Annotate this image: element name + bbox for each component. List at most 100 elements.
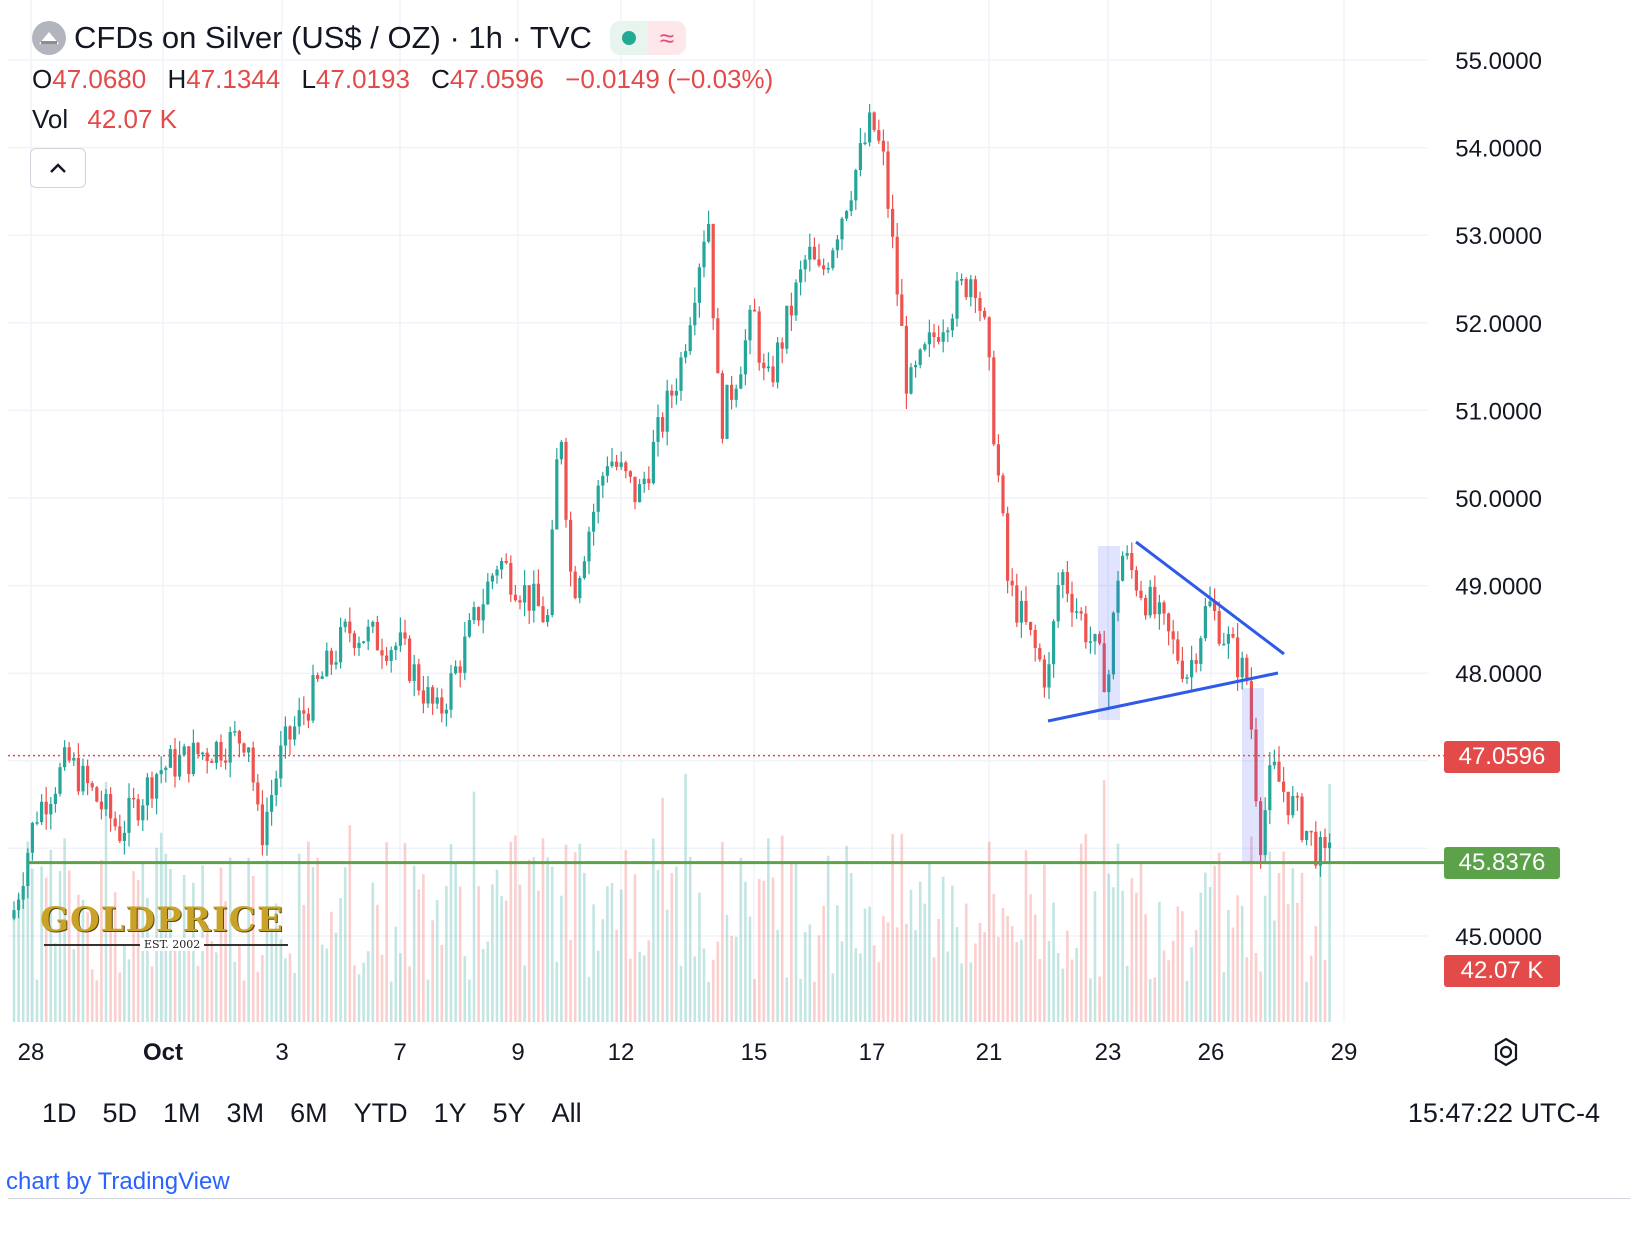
volume-bar: [187, 946, 191, 1022]
volume-bar: [330, 911, 333, 1022]
time-axis-label: 23: [1095, 1039, 1122, 1066]
range-button-1d[interactable]: 1D: [42, 1098, 77, 1128]
volume-bar: [1176, 906, 1180, 1022]
candle-body: [753, 309, 757, 312]
settings-gear-icon[interactable]: [1490, 1036, 1522, 1068]
trendline-upper[interactable]: [1135, 540, 1285, 656]
candle-body: [697, 267, 701, 303]
candle-body: [642, 478, 646, 485]
candle-body: [794, 282, 798, 316]
range-button-5d[interactable]: 5D: [102, 1098, 138, 1128]
volume-bar: [794, 860, 798, 1022]
range-button-1y[interactable]: 1Y: [433, 1098, 467, 1128]
volume-bar: [1263, 895, 1267, 1022]
candle-body: [941, 332, 945, 342]
volume-bar: [638, 951, 641, 1022]
volume-bar: [610, 882, 614, 1022]
volume-bar: [964, 903, 968, 1022]
candle-body: [389, 650, 393, 661]
volume-bar: [1029, 894, 1032, 1022]
market-status-pill[interactable]: ≈: [609, 21, 686, 55]
volume-bar: [882, 916, 885, 1022]
volume-bar: [366, 951, 370, 1022]
candle-body: [490, 575, 494, 582]
range-button-all[interactable]: All: [551, 1098, 582, 1128]
candle-body: [891, 208, 895, 237]
candle-body: [969, 279, 973, 298]
time-axis-label: Oct: [143, 1039, 183, 1066]
candle-body: [799, 269, 803, 283]
volume-bar: [63, 838, 66, 1022]
price-axis-label: 51.0000: [1455, 398, 1542, 425]
range-button-6m[interactable]: 6M: [290, 1098, 328, 1128]
candle-body: [1208, 601, 1212, 607]
candle-body: [1328, 842, 1332, 849]
candle-body: [288, 726, 292, 740]
range-button-3m[interactable]: 3M: [226, 1098, 265, 1128]
volume-bar: [1139, 862, 1143, 1022]
candle-body: [785, 305, 789, 349]
volume-bar: [652, 838, 655, 1022]
tradingview-attribution-link[interactable]: e chart by TradingView: [0, 1168, 230, 1195]
volume-bar: [665, 909, 669, 1022]
range-button-ytd[interactable]: YTD: [353, 1098, 408, 1128]
candle-body: [674, 390, 678, 396]
price-axis-label: 45.0000: [1455, 924, 1542, 951]
candle-body: [251, 747, 255, 783]
volume-bar: [297, 853, 301, 1022]
chevron-up-icon: [50, 163, 66, 173]
candle-body: [615, 461, 619, 467]
volume-bar: [325, 948, 329, 1022]
volume-bar: [54, 942, 57, 1022]
candle-body: [201, 752, 205, 755]
candle-body: [237, 731, 241, 744]
volume-bar: [785, 977, 789, 1022]
volume-bar: [100, 859, 103, 1022]
highlight-box: [1098, 546, 1120, 720]
range-button-1m[interactable]: 1M: [163, 1098, 201, 1128]
volume-bar: [780, 835, 784, 1022]
candle-body: [403, 632, 407, 639]
volume-bar: [205, 924, 209, 1022]
volume-legend: Vol 42.07 K: [32, 104, 191, 135]
volume-bar: [1282, 851, 1285, 1022]
candle-body: [743, 340, 747, 375]
volume-bar: [606, 886, 609, 1022]
price-axis-label: 52.0000: [1455, 311, 1542, 338]
volume-bar: [247, 857, 250, 1022]
trendline-lower[interactable]: [1047, 671, 1279, 723]
volume-bar: [1277, 873, 1281, 1022]
candle-body: [362, 641, 366, 643]
volume-bar: [127, 959, 131, 1022]
low-label: L: [301, 64, 316, 94]
chart-title-row: CFDs on Silver (US$ / OZ) · 1h · TVC ≈: [32, 18, 686, 58]
price-chart[interactable]: 55.0000 54.0000 53.0000 52.0000 51.0000 50.00…: [8, 0, 1630, 1198]
candle-body: [132, 797, 136, 800]
range-button-5y[interactable]: 5Y: [492, 1098, 526, 1128]
candle-body: [1084, 613, 1088, 643]
volume-bar: [1144, 914, 1147, 1022]
candle-body: [955, 280, 959, 319]
candle-body: [1309, 830, 1313, 833]
candle-body: [932, 332, 936, 338]
candle-body: [720, 373, 724, 439]
candle-body: [868, 112, 872, 143]
candle-body: [247, 747, 251, 753]
volume-bar: [872, 945, 876, 1022]
candle-body: [748, 309, 752, 341]
candle-body: [1300, 796, 1304, 840]
volume-bar: [1204, 872, 1207, 1022]
volume-bar: [863, 908, 867, 1022]
candle-body: [1282, 781, 1286, 792]
volume-bar: [509, 841, 513, 1022]
candle-body: [559, 441, 563, 460]
volume-bar: [178, 942, 181, 1022]
candle-body: [845, 211, 849, 219]
collapse-legend-button[interactable]: [30, 148, 86, 188]
volume-bar: [721, 842, 724, 1022]
volume-bar: [601, 919, 605, 1022]
volume-bar: [1075, 947, 1078, 1022]
candle-body: [983, 310, 987, 318]
candle-body: [431, 687, 435, 704]
volume-bar: [1102, 780, 1106, 1022]
